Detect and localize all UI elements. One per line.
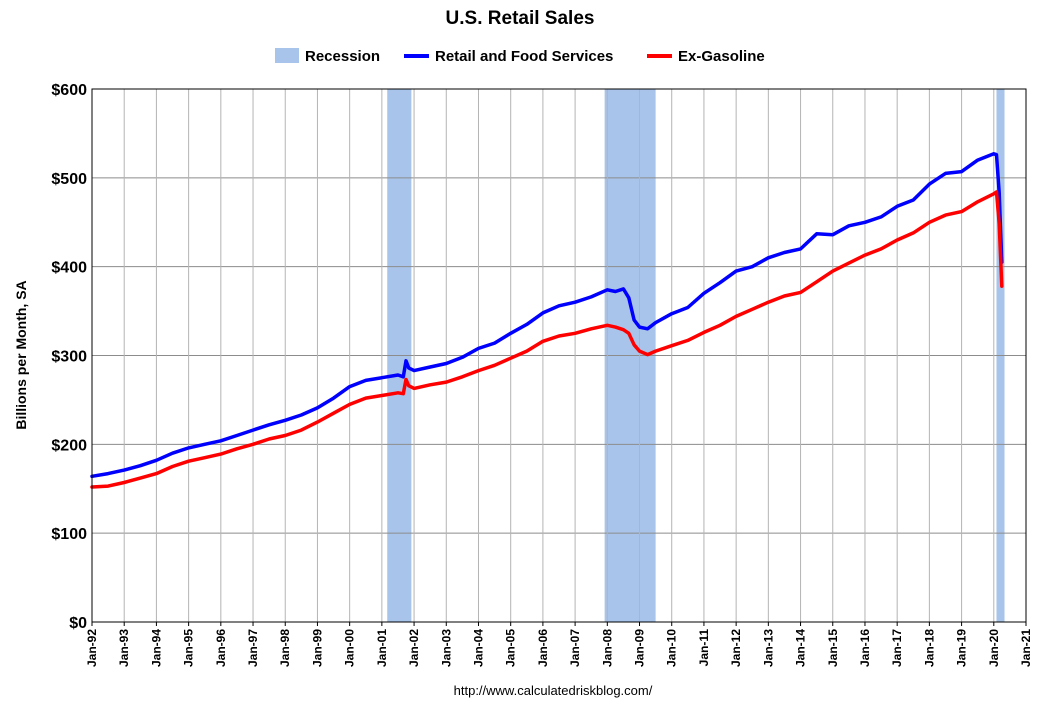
x-tick-label: Jan-15 [826,629,840,667]
x-tick-label: Jan-18 [922,629,936,667]
legend-label: Retail and Food Services [435,48,613,65]
source-url: http://www.calculatedriskblog.com/ [454,683,653,698]
plot-area [90,88,1027,623]
y-tick-label: $100 [51,526,87,543]
x-tick-label: Jan-96 [214,629,228,667]
x-tick-label: Jan-13 [761,629,775,667]
x-tick-label: Jan-17 [890,629,904,667]
x-tick-label: Jan-08 [600,629,614,667]
x-tick-label: Jan-10 [665,629,679,667]
x-tick-label: Jan-16 [858,629,872,667]
x-tick-label: Jan-01 [375,629,389,667]
x-tick-label: Jan-99 [310,629,324,667]
x-tick-label: Jan-95 [182,629,196,667]
x-tick-label: Jan-20 [987,629,1001,667]
y-tick-label: $300 [51,349,87,366]
x-tick-label: Jan-92 [85,629,99,667]
x-tick-label: Jan-97 [246,629,260,667]
x-tick-label: Jan-93 [117,629,131,667]
series-line-retail-and-food-services [90,152,1004,479]
x-tick-label: Jan-04 [471,629,485,667]
x-tick-label: Jan-00 [343,629,357,667]
y-tick-label: $0 [69,615,87,632]
series-line-ex-gasoline [90,190,1004,489]
y-tick-label: $400 [51,260,87,277]
x-tick-label: Jan-09 [633,629,647,667]
x-tick-label: Jan-03 [439,629,453,667]
x-tick-label: Jan-14 [794,629,808,667]
series-lines [90,152,1004,489]
y-tick-label: $500 [51,171,87,188]
x-tick-label: Jan-11 [697,629,711,667]
x-tick-label: Jan-21 [1019,629,1033,667]
legend-label: Recession [305,48,380,65]
plot-border [91,88,1027,623]
x-tick-label: Jan-05 [504,629,518,667]
x-tick-label: Jan-94 [149,629,163,667]
x-tick-label: Jan-98 [278,629,292,667]
x-tick-label: Jan-19 [955,629,969,667]
gridlines [92,89,1026,622]
x-tick-label: Jan-06 [536,629,550,667]
legend-swatch-recession [275,48,299,63]
chart-title: U.S. Retail Sales [446,8,595,29]
legend-label: Ex-Gasoline [678,48,765,65]
x-tick-label: Jan-07 [568,629,582,667]
x-tick-label: Jan-02 [407,629,421,667]
y-axis-ticks: $0 $100 $200 $300 $400 $500 $600 [51,82,87,632]
chart-legend: Recession Retail and Food Services Ex-Gaso… [275,48,765,65]
y-tick-label: $600 [51,82,87,99]
y-tick-label: $200 [51,437,87,454]
x-axis-ticks: Jan-92 Jan-93 Jan-94 Jan-95 Jan-96 Jan-97 Jan-… [85,622,1033,667]
x-tick-label: Jan-12 [729,629,743,667]
y-axis-label: Billions per Month, SA [13,280,29,429]
